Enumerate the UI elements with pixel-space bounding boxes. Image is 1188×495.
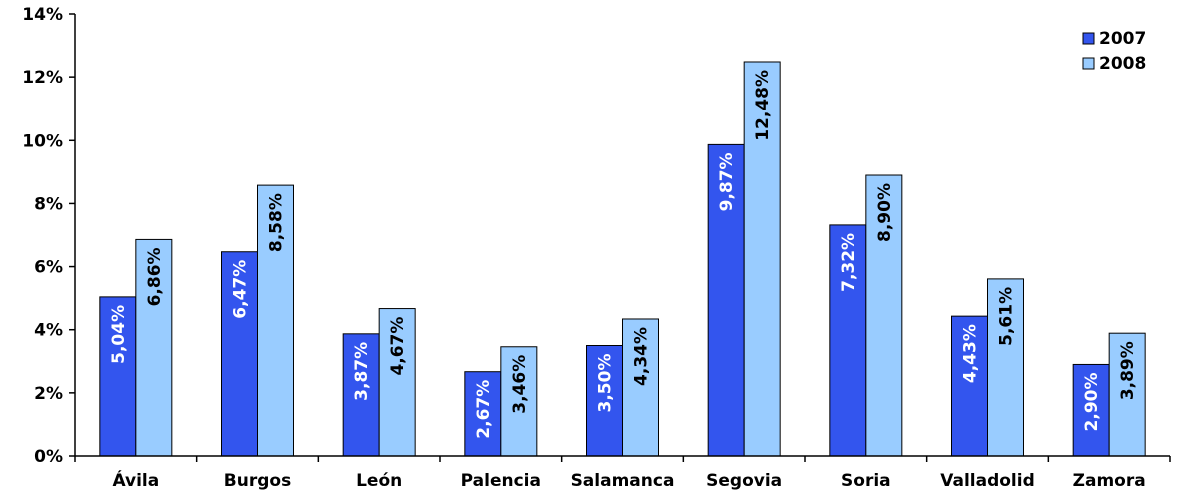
- bar-2007: [1072, 363, 1110, 457]
- bar-2007: [586, 345, 623, 457]
- bar-2008: [1108, 332, 1146, 457]
- x-category-label: Ávila: [112, 469, 159, 491]
- bar-2007: [829, 224, 867, 457]
- bar-2008: [865, 174, 903, 457]
- data-label-2007: 3,87%: [352, 342, 372, 401]
- bar-2007: [707, 143, 745, 457]
- data-label-2007: 6,47%: [231, 260, 251, 319]
- x-category-label: Segovia: [706, 471, 782, 491]
- data-label-2008: 8,58%: [267, 193, 287, 252]
- legend-swatch-2007: [1082, 32, 1095, 45]
- legend-swatch-2008: [1082, 57, 1095, 70]
- x-axis: Ávila Burgos León Palencia Salamanca Segovia S…: [74, 455, 1171, 491]
- data-label-2008: 3,46%: [510, 355, 530, 414]
- data-label-2007: 4,43%: [961, 324, 981, 383]
- data-label-2008: 5,61%: [997, 287, 1017, 346]
- y-tick-label: 10%: [22, 131, 63, 151]
- bar-2007: [951, 315, 988, 457]
- legend: 2007 2008: [1082, 29, 1146, 74]
- data-label-2008: 3,89%: [1118, 341, 1138, 400]
- data-label-2007: 2,67%: [474, 380, 494, 439]
- data-label-2008: 8,90%: [875, 183, 895, 242]
- data-label-2007: 2,90%: [1082, 372, 1102, 431]
- data-label-2008: 4,67%: [388, 317, 408, 376]
- x-category-label: Palencia: [461, 471, 541, 491]
- x-category-label: Soria: [841, 471, 891, 491]
- bar-2008: [378, 308, 416, 457]
- data-label-2008: 6,86%: [145, 247, 165, 306]
- data-label-2008: 12,48%: [753, 70, 773, 141]
- y-axis: 0% 2% 4% 6% 8% 10% 12% 14%: [22, 5, 76, 467]
- data-label-2007: 9,87%: [717, 152, 737, 211]
- x-category-label: Zamora: [1073, 471, 1146, 491]
- bar-2008: [987, 278, 1024, 457]
- data-label-2007: 7,32%: [839, 233, 859, 292]
- bar-2008: [743, 61, 781, 457]
- bar-2007: [464, 371, 502, 457]
- x-category-label: Salamanca: [571, 471, 675, 491]
- y-tick-label: 6%: [34, 258, 63, 278]
- legend-label-2007: 2007: [1099, 29, 1146, 49]
- data-label-2008: 4,34%: [632, 327, 652, 386]
- data-label-2007: 3,50%: [596, 354, 616, 413]
- bars: 5,04% 6,86% 6,47% 8,58% 3,87% 4,67% 2,67% 3,46%…: [99, 61, 1146, 457]
- y-tick-label: 14%: [22, 5, 63, 25]
- y-tick-label: 2%: [34, 384, 63, 404]
- y-tick-label: 4%: [34, 321, 63, 341]
- y-tick-label: 0%: [34, 447, 63, 467]
- y-tick-label: 8%: [34, 194, 63, 214]
- x-category-label: Burgos: [224, 471, 291, 491]
- x-category-label: Valladolid: [940, 471, 1035, 491]
- data-label-2007: 5,04%: [109, 305, 129, 364]
- x-category-label: León: [356, 471, 402, 491]
- bar-2008: [500, 346, 538, 457]
- legend-label-2008: 2008: [1099, 54, 1146, 74]
- y-tick-label: 12%: [22, 68, 63, 88]
